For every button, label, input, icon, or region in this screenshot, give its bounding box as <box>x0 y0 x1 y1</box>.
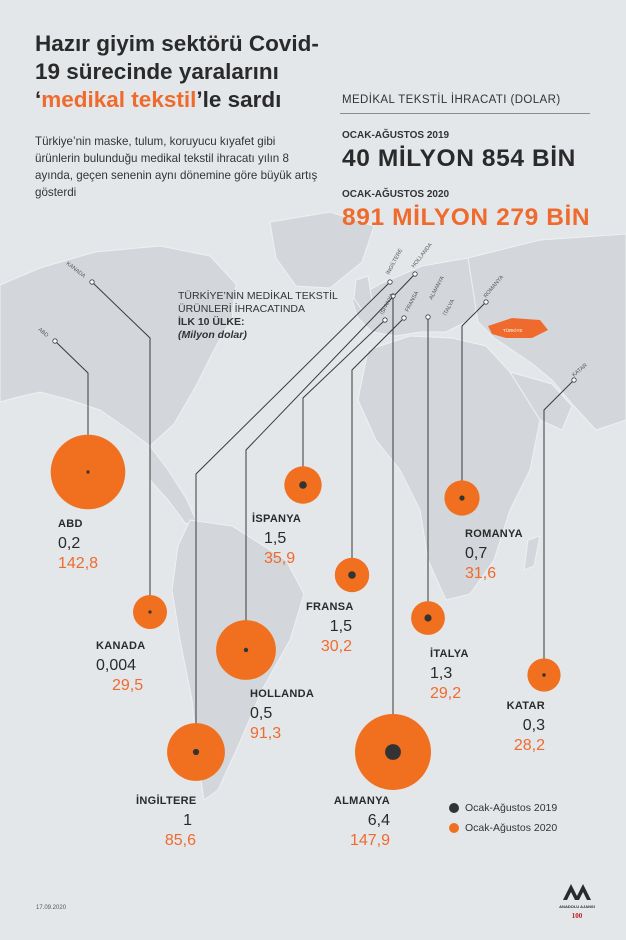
country-block-ispanya: İSPANYA 1,5 35,9 <box>252 513 301 568</box>
headline: Hazır giyim sektörü Covid-19 sürecinde y… <box>35 30 335 114</box>
country-block-fransa: FRANSA 1,5 30,2 <box>306 601 354 656</box>
country-block-almanya: ALMANYA 6,4 147,9 <box>332 795 390 850</box>
stats-period-2019: OCAK-AĞUSTOS 2019 <box>342 130 450 141</box>
country-name: KATAR <box>506 700 545 712</box>
value-2020: 91,3 <box>250 725 282 742</box>
country-block-abd: ABD 0,2 142,8 <box>58 518 98 573</box>
bubble-2019-fransa <box>348 571 356 579</box>
value-2020: 30,2 <box>320 638 352 655</box>
value-2019: 0,2 <box>58 535 81 552</box>
bubble-2019-ingiltere <box>192 748 200 756</box>
stats-value-2020: 891 MİLYON 279 BİN <box>342 204 591 231</box>
country-name: ALMANYA <box>333 795 390 807</box>
legend-dot-2019 <box>449 803 459 814</box>
country-name: İTALYA <box>430 648 469 660</box>
intro-text: Türkiye’nin maske, tulum, koruyucu kıyaf… <box>35 135 318 199</box>
map-label-ingiltere: İNGİLTERE <box>385 247 405 276</box>
country-block-romanya: ROMANYA 0,7 31,6 <box>465 528 523 583</box>
value-2020: 28,2 <box>513 737 545 754</box>
headline-highlight: medikal tekstil <box>41 87 197 112</box>
value-2019: 1,3 <box>430 665 453 682</box>
anadolu-logo: ANADOLU AJANSI 100 <box>557 878 597 922</box>
value-2020: 29,2 <box>430 685 462 702</box>
value-2019: 0,5 <box>250 705 273 722</box>
country-name: KANADA <box>96 640 146 652</box>
top10-line3: İLK 10 ÜLKE: <box>178 316 245 328</box>
value-2020: 29,5 <box>112 677 144 694</box>
value-2019: 0,3 <box>522 717 545 734</box>
logo-anniversary: 100 <box>572 912 583 920</box>
publish-date: 17.09.2020 <box>36 905 67 911</box>
value-2020: 147,9 <box>349 832 390 849</box>
stats-period-2020: OCAK-AĞUSTOS 2020 <box>342 189 450 200</box>
value-2020: 85,6 <box>164 832 196 849</box>
map-label-abd: ABD <box>37 327 50 339</box>
country-name: İNGİLTERE <box>136 795 197 807</box>
bubble-2019-abd <box>86 470 90 474</box>
country-block-katar: KATAR 0,3 28,2 <box>505 700 545 755</box>
legend-label-2019: Ocak-Ağustos 2019 <box>465 802 558 814</box>
stats-divider <box>340 113 590 114</box>
country-block-ingiltere: İNGİLTERE 1 85,6 <box>136 795 196 850</box>
legend-label-2020: Ocak-Ağustos 2020 <box>465 822 558 834</box>
country-name: İSPANYA <box>252 513 302 525</box>
top10-caption: TÜRKİYE’NİN MEDİKAL TEKSTİL ÜRÜNLERİ İHR… <box>178 290 358 342</box>
headline-part2: ’le sardı <box>196 87 282 112</box>
country-name: HOLLANDA <box>250 688 315 700</box>
value-2020: 31,6 <box>465 565 497 582</box>
headline-part1: Hazır giyim sektörü Covid-19 sürecinde y… <box>35 31 319 112</box>
stats-value-2019: 40 MİLYON 854 BİN <box>342 145 576 172</box>
legend-dot-2020 <box>449 823 459 834</box>
bubble-2019-hollanda <box>243 647 249 653</box>
country-block-hollanda: HOLLANDA 0,5 91,3 <box>250 688 314 743</box>
country-name: ROMANYA <box>465 528 523 540</box>
bubble-2019-almanya <box>385 744 401 760</box>
logo-text: ANADOLU AJANSI <box>559 904 595 909</box>
legend-2019: Ocak-Ağustos 2019 <box>449 802 557 814</box>
bubble-2019-kanada <box>148 610 152 614</box>
country-block-italya: İTALYA 1,3 29,2 <box>430 648 469 703</box>
country-name: FRANSA <box>306 601 354 613</box>
value-2019: 1 <box>183 812 192 829</box>
aa-logo-icon: ANADOLU AJANSI 100 <box>559 884 595 920</box>
top10-line1: TÜRKİYE’NİN MEDİKAL TEKSTİL <box>178 290 338 302</box>
top10-unit: (Milyon dolar) <box>178 329 247 341</box>
bubble-2019-italya <box>424 614 432 622</box>
value-2020: 35,9 <box>264 550 296 567</box>
value-2019: 1,5 <box>329 618 352 635</box>
value-2019: 1,5 <box>264 530 287 547</box>
value-2020: 142,8 <box>58 555 99 572</box>
value-2019: 0,7 <box>465 545 488 562</box>
legend-2020: Ocak-Ağustos 2020 <box>449 822 557 834</box>
turkiye-highlight <box>488 318 548 338</box>
country-name: ABD <box>58 518 83 530</box>
value-2019: 6,4 <box>367 812 390 829</box>
bubble-2019-ispanya <box>299 481 307 489</box>
bubble-2019-romanya <box>459 495 465 501</box>
bubble-2019-katar <box>542 673 546 677</box>
top10-line2: ÜRÜNLERİ İHRACATINDA <box>178 303 305 315</box>
country-block-kanada: KANADA 0,004 29,5 <box>96 640 145 695</box>
stats-label: MEDİKAL TEKSTİL İHRACATI (DOLAR) <box>342 94 561 106</box>
value-2019: 0,004 <box>96 657 137 674</box>
turkiye-map-label: TÜRKİYE <box>503 327 523 333</box>
